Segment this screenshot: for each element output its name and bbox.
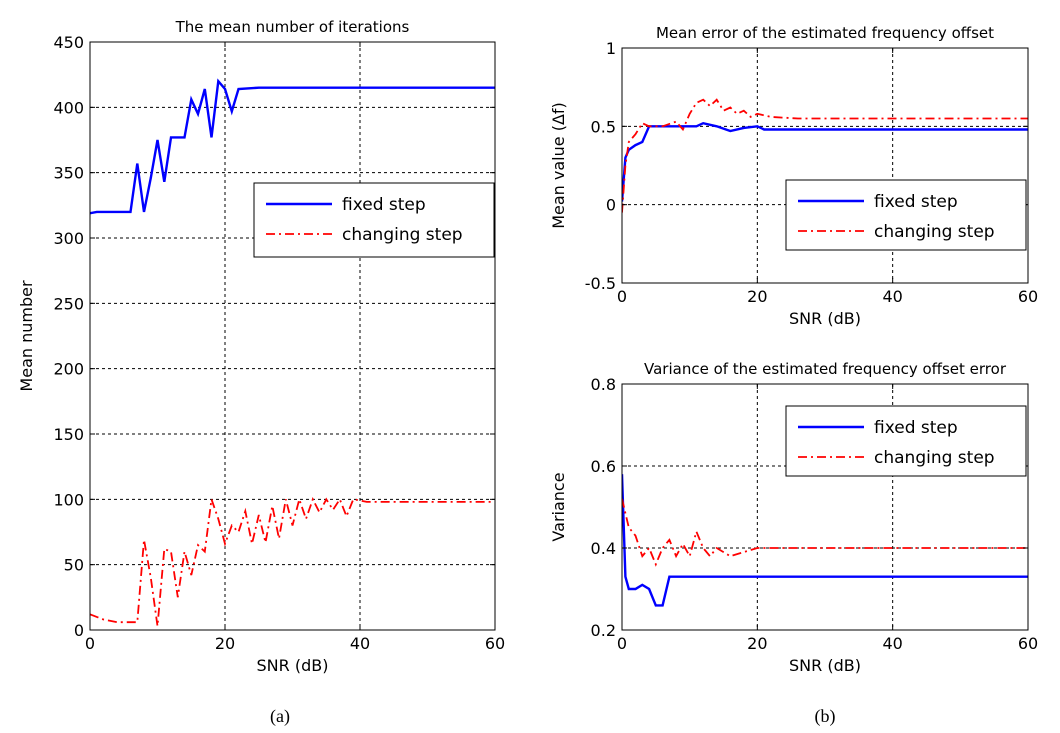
tick-label-x: 0 <box>617 287 627 306</box>
legend-box <box>785 179 1027 251</box>
legend-label: changing step <box>874 448 995 468</box>
legend: fixed step changing step <box>785 179 1027 251</box>
x-axis-label: SNR (dB) <box>789 656 861 675</box>
tick-label-x: 20 <box>747 634 767 653</box>
tick-label-x: 40 <box>882 634 902 653</box>
tick-label-x: 0 <box>617 634 627 653</box>
series-line-changing-step <box>622 98 1028 213</box>
tick-label-y: 0.4 <box>591 539 616 558</box>
tick-label-x: 20 <box>747 287 767 306</box>
tick-label-y: 450 <box>53 33 84 52</box>
tick-label-y: 1 <box>606 39 616 58</box>
y-axis-label: Mean number <box>17 280 36 392</box>
series-line-changing-step <box>622 498 1028 567</box>
tick-label-y: 400 <box>53 98 84 117</box>
chart-variance: 0 20 40 60 0.2 0.4 0.6 0.8 Variance of the estim… <box>549 360 1038 675</box>
tick-label-x: 60 <box>485 634 505 653</box>
legend-box <box>785 405 1027 477</box>
plot-area <box>90 42 495 630</box>
tick-label-x: 40 <box>882 287 902 306</box>
tick-label-x: 20 <box>215 634 235 653</box>
axes-box <box>621 383 1029 631</box>
tick-label-y: 350 <box>53 164 84 183</box>
tick-label-y: 50 <box>64 556 84 575</box>
chart-title: Mean error of the estimated frequency of… <box>656 24 994 42</box>
legend-label: fixed step <box>874 418 958 438</box>
tick-label-x: 60 <box>1018 287 1038 306</box>
tick-label-x: 40 <box>350 634 370 653</box>
tick-label-y: 0 <box>606 196 616 215</box>
axes-box <box>621 47 1029 284</box>
y-axis-label: Mean value (Δf) <box>549 102 568 229</box>
tick-label-x: 0 <box>85 634 95 653</box>
series-line-fixed-step <box>622 121 1028 202</box>
tick-label-y: 150 <box>53 425 84 444</box>
tick-label-y: 0.2 <box>591 621 616 640</box>
tick-label-y: 250 <box>53 294 84 313</box>
legend-box <box>253 182 495 258</box>
tick-label-y: 0.5 <box>591 117 616 136</box>
tick-label-x: 60 <box>1018 634 1038 653</box>
x-axis-label: SNR (dB) <box>789 309 861 328</box>
caption-b: (b) <box>815 706 836 727</box>
tick-label-y: -0.5 <box>585 274 616 293</box>
chart-title: The mean number of iterations <box>175 18 410 36</box>
x-axis-label: SNR (dB) <box>257 656 329 675</box>
legend-label: changing step <box>342 225 463 245</box>
legend: fixed step changing step <box>253 182 495 258</box>
tick-label-y: 0 <box>74 621 84 640</box>
chart-title: Variance of the estimated frequency offs… <box>644 360 1007 378</box>
series-line-changing-step <box>90 496 495 627</box>
tick-label-y: 300 <box>53 229 84 248</box>
tick-label-y: 100 <box>53 490 84 509</box>
chart-mean-iterations: 0 20 40 60 0 50 100 150 200 250 300 350 400 450 The me… <box>17 18 505 675</box>
legend-label: fixed step <box>342 195 426 215</box>
axes-box <box>89 41 496 631</box>
legend-label: fixed step <box>874 192 958 212</box>
tick-label-y: 200 <box>53 360 84 379</box>
y-axis-label: Variance <box>549 472 568 541</box>
series-line-fixed-step <box>90 78 495 215</box>
tick-label-y: 0.6 <box>591 457 616 476</box>
tick-label-y: 0.8 <box>591 375 616 394</box>
legend: fixed step changing step <box>785 405 1027 477</box>
series-line-fixed-step <box>622 474 1028 607</box>
legend-label: changing step <box>874 222 995 242</box>
caption-a: (a) <box>270 706 290 727</box>
